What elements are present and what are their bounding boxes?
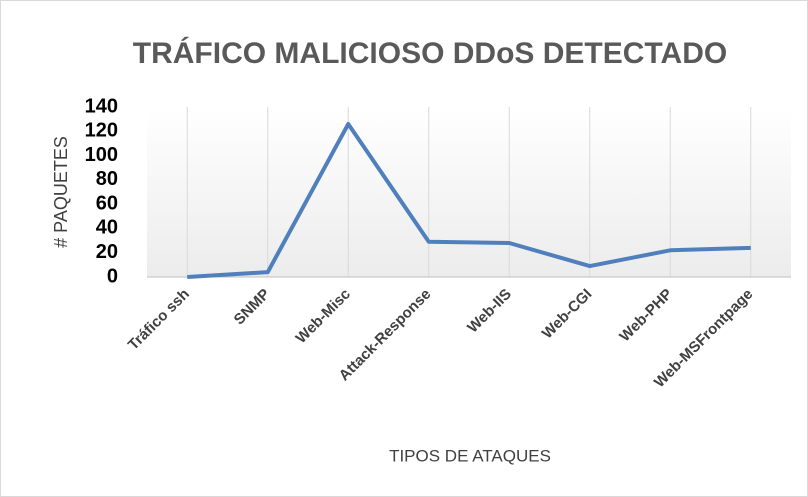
y-tick-label: 40 bbox=[96, 217, 118, 239]
y-tick-label: 120 bbox=[85, 120, 118, 142]
y-tick-label: 140 bbox=[85, 95, 118, 117]
y-tick-label: 80 bbox=[96, 168, 118, 190]
y-axis-title: # PAQUETES bbox=[51, 136, 71, 248]
chart-title: TRÁFICO MALICIOSO DDoS DETECTADO bbox=[133, 36, 727, 70]
line-series bbox=[187, 122, 751, 279]
x-axis-title: TIPOS DE ATAQUES bbox=[389, 446, 551, 465]
y-tick-label: 20 bbox=[96, 241, 118, 263]
y-tick-label: 100 bbox=[85, 144, 118, 166]
y-tick-label: 60 bbox=[96, 192, 118, 214]
y-tick-label: 0 bbox=[107, 265, 118, 287]
